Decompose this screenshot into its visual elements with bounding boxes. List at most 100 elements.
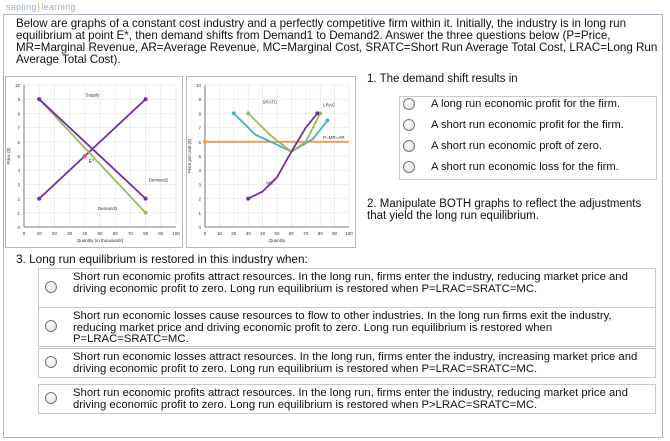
question-intro: Below are graphs of a constant cost indu… <box>16 17 658 66</box>
x-tick-label: 90 <box>332 231 338 236</box>
x-tick-label: 100 <box>172 231 180 236</box>
radio-button[interactable] <box>403 98 415 110</box>
q1-option-label: A short run economic proft of zero. <box>431 140 603 152</box>
x-tick-label: 10 <box>37 231 43 236</box>
x-tick-label: 0 <box>23 231 26 236</box>
x-tick-label: 80 <box>143 231 149 236</box>
y-tick-label: 6 <box>17 140 20 145</box>
x-tick-label: 60 <box>113 231 119 236</box>
series-label: P=MR=AR <box>323 135 345 140</box>
radio-button[interactable] <box>45 392 57 404</box>
x-tick-label: 40 <box>260 231 266 236</box>
radio-button[interactable] <box>403 140 415 152</box>
y-tick-label: 9 <box>17 97 20 102</box>
curve-handle <box>246 111 251 116</box>
q1-option-label: A short run economic loss for the firm. <box>431 161 619 173</box>
q3-option[interactable]: Short run economic profits attract resou… <box>38 268 656 308</box>
radio-button[interactable] <box>403 161 415 173</box>
curve-handle <box>143 210 148 215</box>
q1-option[interactable]: A short run economic proft of zero. <box>403 140 602 152</box>
series-label: SRATC <box>262 99 278 104</box>
y-tick-label: 10 <box>196 83 202 88</box>
equilibrium-label: E* <box>89 159 94 165</box>
radio-button[interactable] <box>45 356 57 368</box>
y-tick-label: 5 <box>17 154 20 159</box>
q1-options-box <box>399 96 657 180</box>
x-tick-label: 90 <box>158 231 164 236</box>
radio-button[interactable] <box>45 281 57 293</box>
curve-handle <box>203 139 207 144</box>
demand1-line <box>38 98 147 214</box>
y-axis-label: Price ($) <box>6 147 11 165</box>
curve-handle <box>318 111 323 116</box>
demand2-line <box>38 98 147 200</box>
equilibrium-point <box>82 153 88 159</box>
y-tick-label: 2 <box>17 197 20 202</box>
y-tick-label: 7 <box>198 126 201 131</box>
x-axis-label: Quantity (in thousands) <box>77 238 124 243</box>
y-tick-label: 0 <box>17 225 20 230</box>
x-tick-label: 60 <box>289 231 295 236</box>
series-label: Supply <box>86 92 101 97</box>
sratc-line <box>233 112 329 153</box>
q2-prompt: 2. Manipulate BOTH graphs to reflect the… <box>367 198 642 222</box>
lrac-line <box>247 112 322 153</box>
logo-right: learning <box>41 2 76 12</box>
radio-button[interactable] <box>403 119 415 131</box>
q1-prompt: 1. The demand shift results in <box>367 73 518 85</box>
x-tick-label: 80 <box>318 231 324 236</box>
series-label: MC <box>266 180 274 185</box>
curve-handle <box>315 111 320 116</box>
x-tick-label: 20 <box>231 231 237 236</box>
x-tick-label: 40 <box>82 231 88 236</box>
sapling-logo: sapling|learning <box>6 2 76 12</box>
radio-button[interactable] <box>45 320 57 332</box>
curve-handle <box>37 97 42 102</box>
curve-handle <box>246 196 251 201</box>
x-tick-label: 50 <box>274 231 280 236</box>
curve-handle <box>37 196 42 201</box>
series-label: Demand2 <box>149 178 169 183</box>
y-axis-label: Price per Unit ($) <box>187 138 192 173</box>
q3-option-text: Short run economic losses attract resour… <box>73 351 638 375</box>
y-tick-label: 5 <box>198 154 201 159</box>
logo-left: sapling <box>6 2 37 12</box>
q1-option[interactable]: A long run economic profit for the firm. <box>403 98 620 110</box>
q3-prompt: 3. Long run equilibrium is restored in t… <box>16 252 308 266</box>
x-axis-label: Quantity <box>269 238 287 243</box>
y-tick-label: 1 <box>198 211 201 216</box>
y-tick-label: 6 <box>198 140 201 145</box>
x-tick-label: 20 <box>52 231 58 236</box>
series-label: Demand1 <box>98 206 118 211</box>
series-label: LRAC <box>323 102 336 107</box>
curve-handle <box>325 118 330 123</box>
q1-option[interactable]: A short run economic loss for the firm. <box>403 161 619 173</box>
y-tick-label: 1 <box>17 211 20 216</box>
y-tick-label: 3 <box>17 182 20 187</box>
q3-option[interactable]: Short run economic profits attract resou… <box>38 384 656 414</box>
y-tick-label: 8 <box>17 111 20 116</box>
q3-option-text: Short run economic losses cause resource… <box>73 310 612 345</box>
curve-handle <box>231 111 236 116</box>
curve-handle <box>143 97 148 102</box>
industry-graph-panel: 0 1 2 3 4 5 6 7 8 9 10 0 10 20 30 40 50 60 70 80 90 100 Quanti… <box>5 76 183 248</box>
q3-option-text: Short run economic profits attract resou… <box>73 271 628 295</box>
x-tick-label: 70 <box>128 231 134 236</box>
q1-option-label: A long run economic profit for the firm. <box>431 98 621 110</box>
x-tick-label: 50 <box>97 231 103 236</box>
x-tick-label: 30 <box>67 231 73 236</box>
q3-option[interactable]: Short run economic losses cause resource… <box>38 307 656 347</box>
y-tick-label: 8 <box>198 111 201 116</box>
x-tick-label: 100 <box>345 231 353 236</box>
mc-line <box>247 112 319 200</box>
q1-option[interactable]: A short run economic profit for the firm… <box>403 119 624 131</box>
curve-handle <box>143 196 148 201</box>
q3-option[interactable]: Short run economic losses attract resour… <box>38 348 656 378</box>
y-tick-label: 3 <box>198 182 201 187</box>
q1-option-label: A short run economic profit for the firm… <box>431 119 624 131</box>
q3-option-text: Short run economic profits attract resou… <box>73 387 628 411</box>
x-tick-label: 30 <box>246 231 252 236</box>
x-tick-label: 70 <box>303 231 309 236</box>
